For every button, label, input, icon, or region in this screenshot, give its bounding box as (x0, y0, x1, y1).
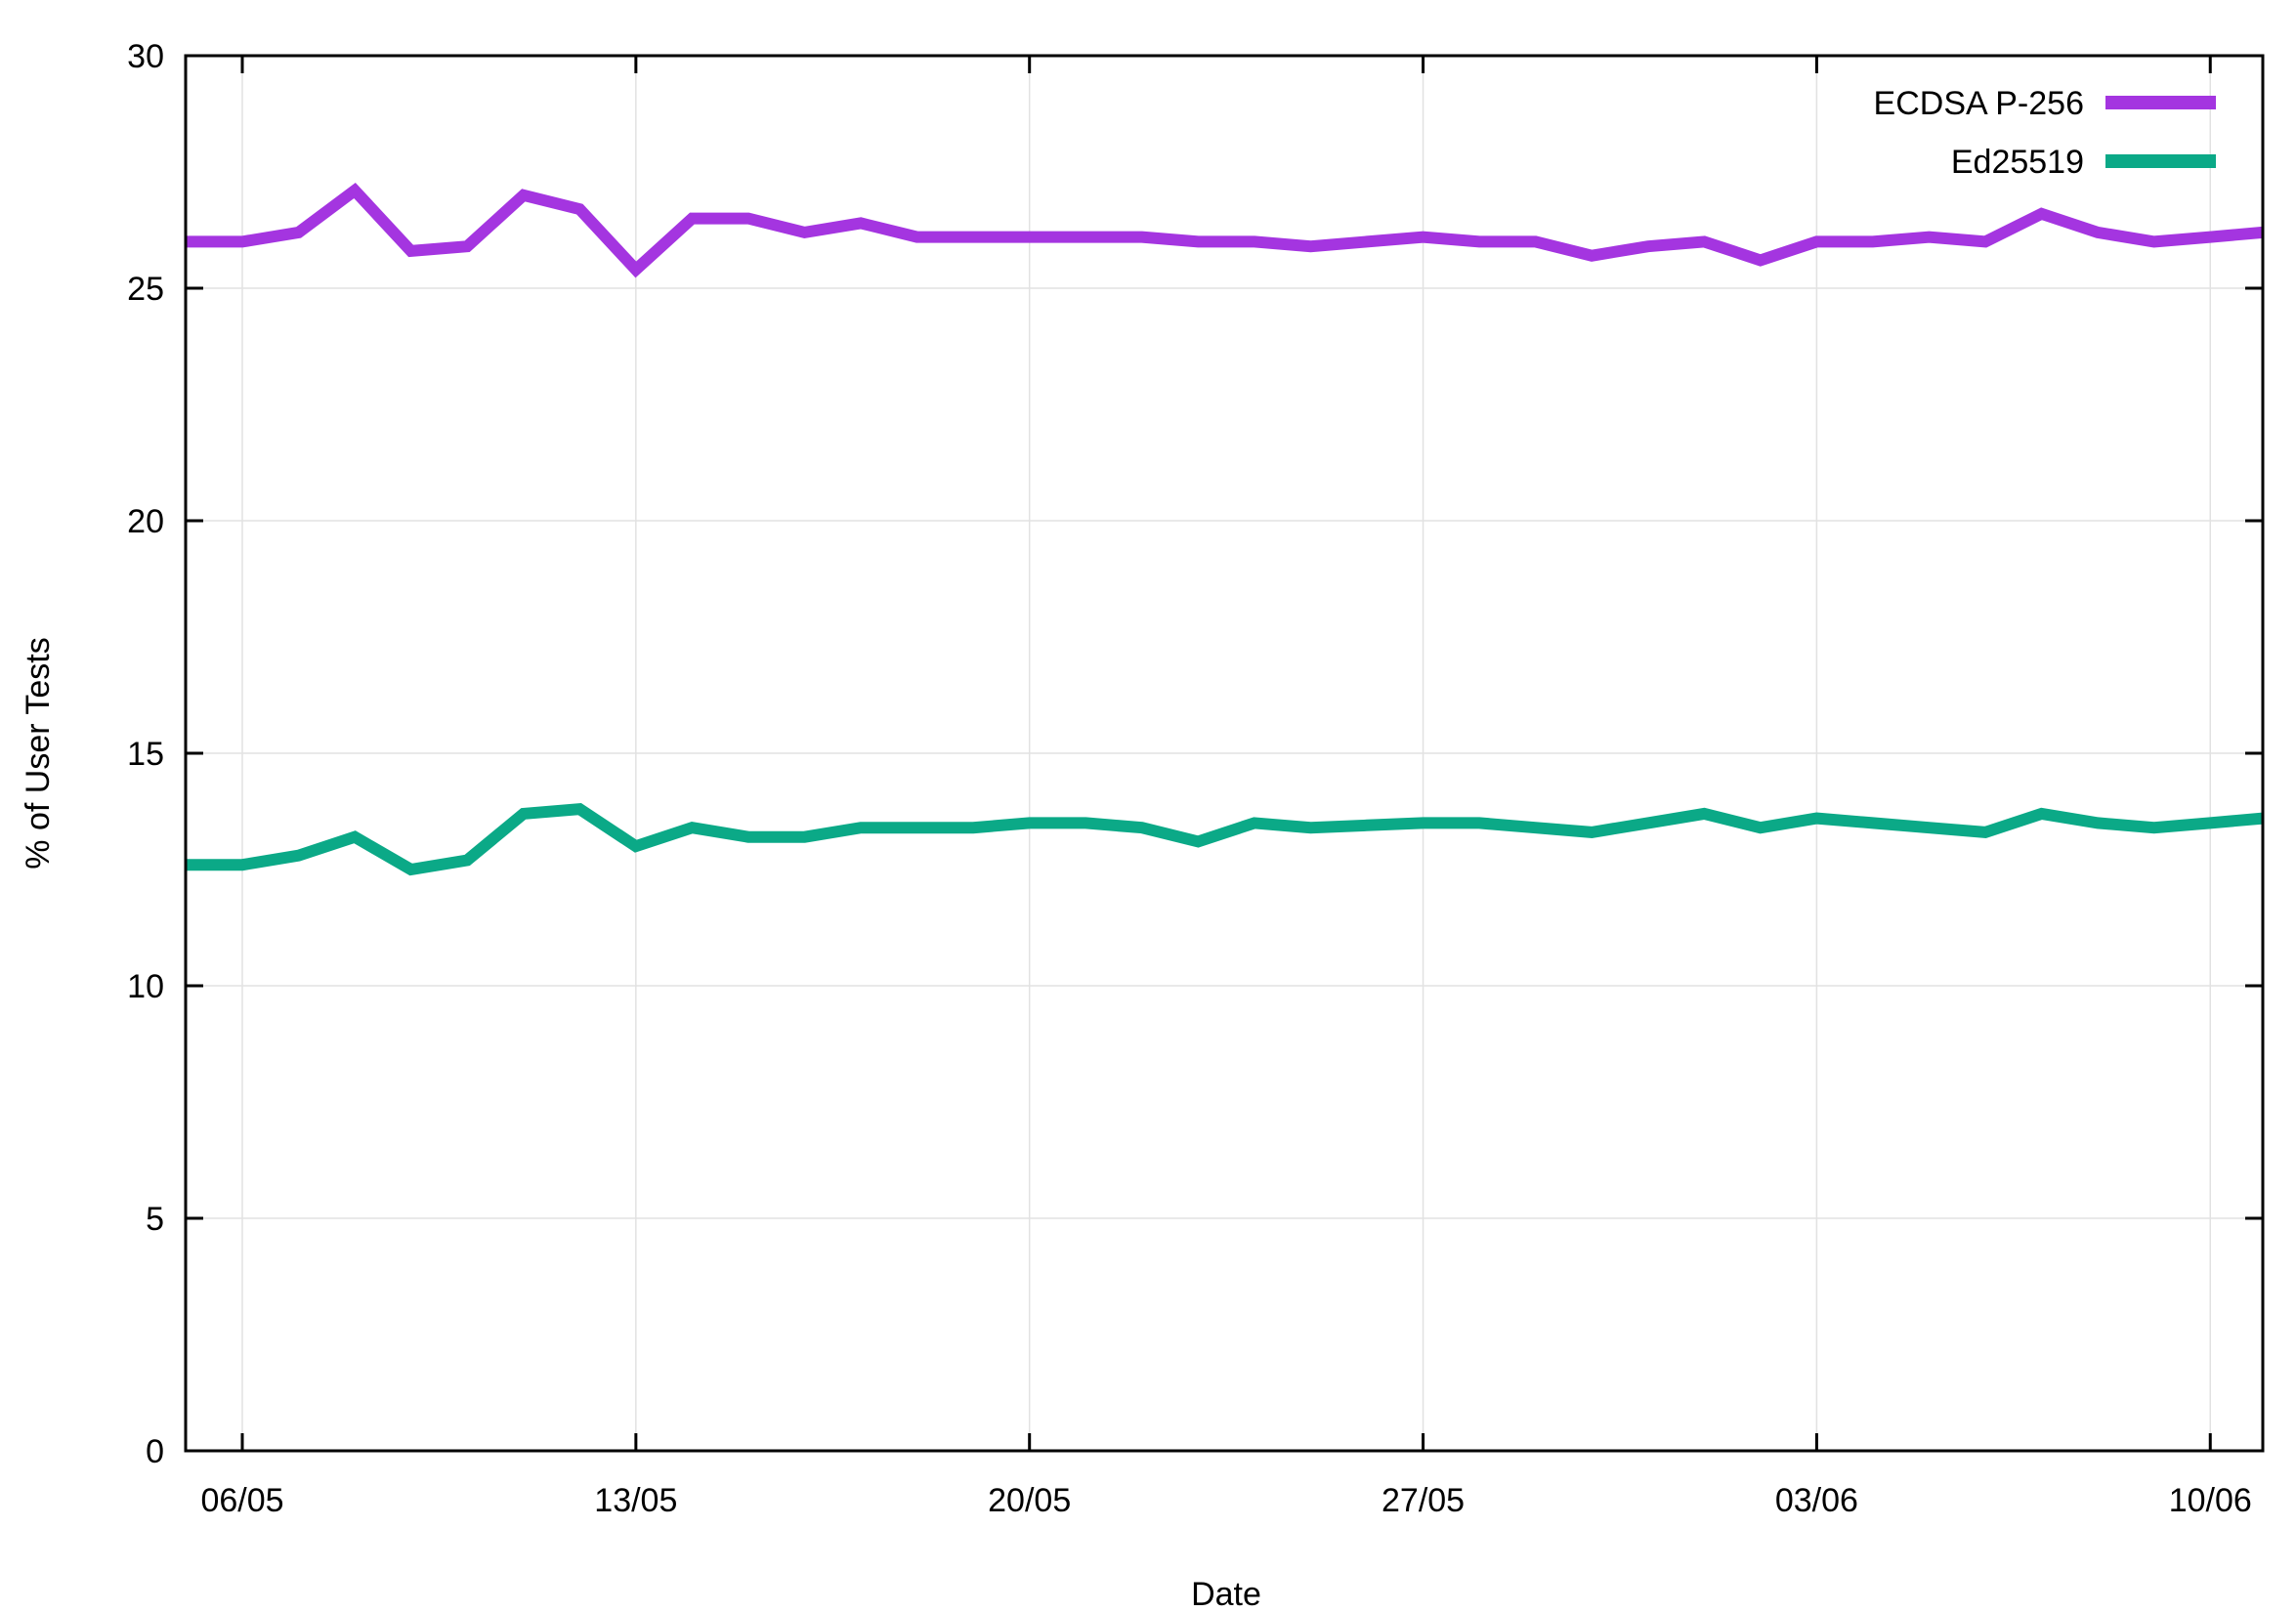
y-tick-label: 20 (127, 503, 164, 540)
gridlines (186, 56, 2263, 1451)
legend-label: ECDSA P-256 (1874, 85, 2084, 122)
y-tick-label: 0 (146, 1433, 164, 1470)
y-tick-label: 5 (146, 1201, 164, 1238)
series-line-ed25519 (186, 802, 2264, 876)
series-lines (186, 182, 2264, 876)
x-tick-label: 20/05 (988, 1482, 1071, 1519)
series-line-ecdsa-p-256 (186, 182, 2264, 278)
axis-ticks: 0 5 10 15 20 25 30 06/05 13/05 20/05 27/05 03/06 10/… (127, 38, 2263, 1519)
legend-label: Ed25519 (1951, 144, 2084, 181)
legend: ECDSA P-256 Ed25519 (1874, 85, 2216, 181)
y-axis-title: % of User Tests (20, 637, 57, 869)
y-tick-label: 10 (127, 968, 164, 1005)
x-tick-label: 03/06 (1775, 1482, 1858, 1519)
x-tick-label: 10/06 (2169, 1482, 2252, 1519)
x-axis-title: Date (1191, 1576, 1261, 1612)
x-tick-label: 27/05 (1382, 1482, 1465, 1519)
x-tick-label: 06/05 (200, 1482, 283, 1519)
y-tick-label: 30 (127, 38, 164, 75)
y-tick-label: 15 (127, 736, 164, 773)
x-tick-label: 13/05 (594, 1482, 677, 1519)
y-tick-label: 25 (127, 271, 164, 308)
